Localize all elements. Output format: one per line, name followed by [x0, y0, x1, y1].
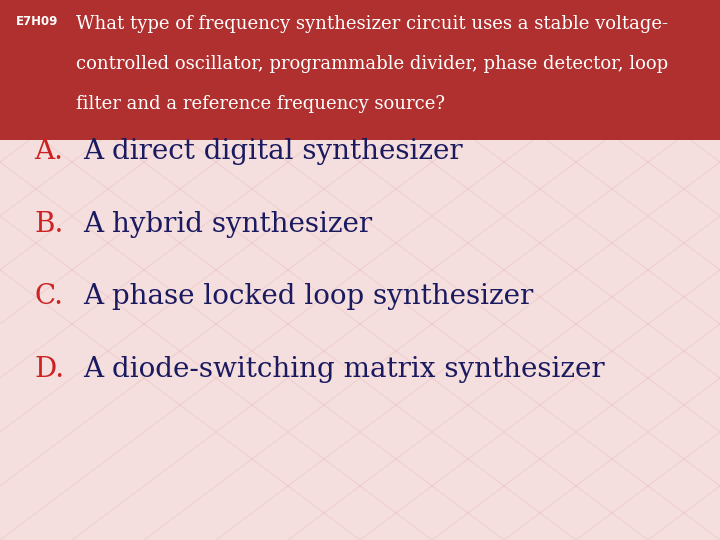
Text: A phase locked loop synthesizer: A phase locked loop synthesizer [83, 284, 533, 310]
Text: controlled oscillator, programmable divider, phase detector, loop: controlled oscillator, programmable divi… [76, 55, 667, 73]
Text: A.: A. [35, 138, 63, 165]
Text: A diode-switching matrix synthesizer: A diode-switching matrix synthesizer [83, 356, 604, 383]
Text: B.: B. [35, 211, 64, 238]
Text: A direct digital synthesizer: A direct digital synthesizer [83, 138, 462, 165]
FancyBboxPatch shape [0, 0, 720, 140]
Text: A hybrid synthesizer: A hybrid synthesizer [83, 211, 372, 238]
Text: What type of frequency synthesizer circuit uses a stable voltage-: What type of frequency synthesizer circu… [76, 15, 667, 33]
Text: C.: C. [35, 284, 63, 310]
Text: E7H09: E7H09 [16, 15, 58, 28]
Text: D.: D. [35, 356, 65, 383]
Text: filter and a reference frequency source?: filter and a reference frequency source? [76, 96, 445, 113]
